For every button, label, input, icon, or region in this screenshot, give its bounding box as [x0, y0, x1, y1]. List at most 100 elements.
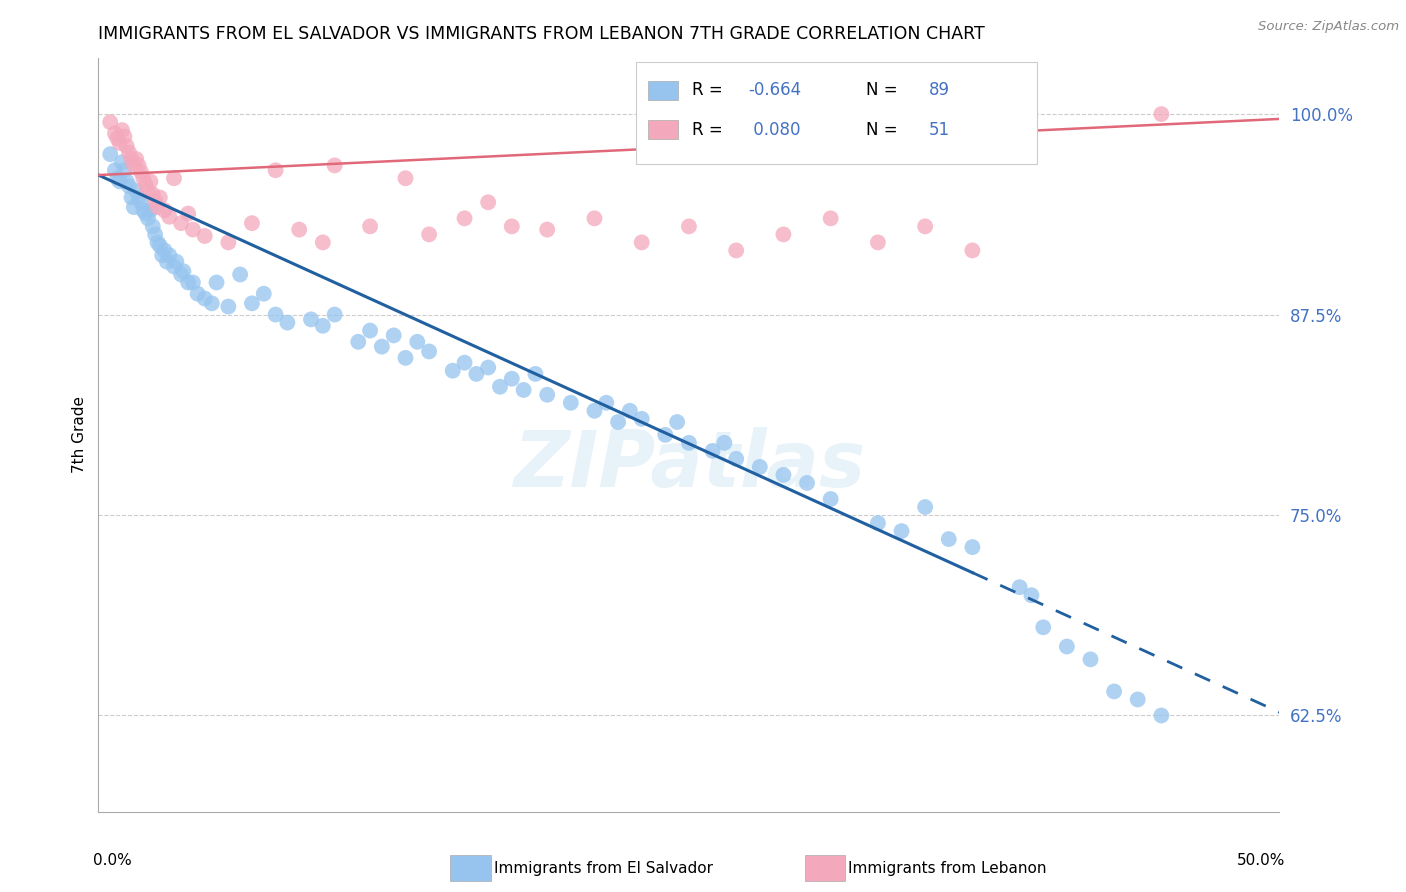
Point: [453, 356, 475, 370]
FancyBboxPatch shape: [648, 120, 678, 139]
Point: [122, 200, 145, 214]
Point: [323, 158, 346, 172]
Text: R =: R =: [693, 120, 728, 138]
Point: [820, 491, 842, 506]
Point: [240, 296, 263, 310]
Point: [418, 344, 440, 359]
Point: [678, 219, 700, 234]
Point: [1126, 692, 1149, 706]
Point: [1032, 620, 1054, 634]
Point: [122, 158, 145, 172]
FancyBboxPatch shape: [648, 80, 678, 100]
Point: [181, 276, 204, 290]
Point: [1021, 588, 1043, 602]
Point: [276, 316, 298, 330]
Point: [678, 435, 700, 450]
Point: [229, 268, 252, 282]
Point: [866, 516, 889, 530]
Point: [217, 300, 239, 314]
Point: [128, 158, 150, 172]
Point: [524, 367, 547, 381]
Point: [866, 235, 889, 250]
Text: Immigrants from El Salvador: Immigrants from El Salvador: [494, 861, 713, 876]
Point: [153, 203, 176, 218]
Point: [139, 203, 162, 218]
Point: [890, 524, 912, 538]
Point: [725, 451, 748, 466]
Point: [172, 264, 194, 278]
Point: [796, 475, 818, 490]
Point: [630, 412, 652, 426]
Point: [157, 248, 180, 262]
Point: [359, 219, 381, 234]
Point: [121, 152, 143, 166]
Point: [299, 312, 322, 326]
Point: [938, 532, 960, 546]
Text: -0.664: -0.664: [748, 81, 801, 99]
Point: [201, 296, 224, 310]
Point: [441, 364, 464, 378]
Point: [654, 427, 676, 442]
Point: [382, 328, 405, 343]
Point: [253, 286, 276, 301]
Point: [630, 235, 652, 250]
Point: [240, 216, 263, 230]
Point: [129, 195, 152, 210]
Point: [115, 139, 138, 153]
Point: [98, 115, 121, 129]
Point: [157, 210, 180, 224]
Point: [112, 163, 135, 178]
Point: [205, 276, 228, 290]
Point: [132, 171, 155, 186]
Point: [146, 200, 169, 214]
Point: [619, 404, 641, 418]
Point: [146, 235, 169, 250]
FancyBboxPatch shape: [804, 855, 845, 881]
Point: [962, 540, 984, 554]
Point: [125, 152, 148, 166]
Point: [371, 340, 394, 354]
Point: [1102, 684, 1125, 698]
Point: [394, 171, 416, 186]
Text: Source: ZipAtlas.com: Source: ZipAtlas.com: [1258, 20, 1399, 33]
Text: 89: 89: [929, 81, 949, 99]
Point: [105, 131, 128, 145]
Text: IMMIGRANTS FROM EL SALVADOR VS IMMIGRANTS FROM LEBANON 7TH GRADE CORRELATION CHA: IMMIGRANTS FROM EL SALVADOR VS IMMIGRANT…: [98, 25, 986, 43]
Y-axis label: 7th Grade: 7th Grade: [72, 396, 87, 474]
Point: [143, 227, 166, 242]
Text: N =: N =: [866, 81, 903, 99]
Point: [914, 219, 936, 234]
Point: [163, 171, 186, 186]
Point: [962, 244, 984, 258]
Point: [187, 286, 209, 301]
Point: [607, 415, 630, 429]
Point: [702, 443, 724, 458]
Point: [536, 222, 558, 236]
Point: [156, 254, 179, 268]
Point: [112, 129, 135, 144]
Point: [163, 260, 186, 274]
Point: [118, 179, 141, 194]
Point: [1056, 640, 1078, 654]
Point: [501, 372, 523, 386]
Point: [477, 195, 499, 210]
Point: [104, 126, 127, 140]
Point: [142, 219, 165, 234]
Point: [108, 174, 131, 188]
Point: [725, 244, 748, 258]
Point: [177, 206, 200, 220]
Point: [135, 206, 157, 220]
Point: [149, 238, 172, 252]
Point: [713, 435, 735, 450]
Point: [149, 190, 172, 204]
Point: [501, 219, 523, 234]
Point: [323, 308, 346, 322]
Point: [132, 203, 155, 218]
Point: [111, 155, 134, 169]
Text: Immigrants from Lebanon: Immigrants from Lebanon: [848, 861, 1047, 876]
Point: [347, 334, 370, 349]
Point: [143, 194, 166, 208]
Text: N =: N =: [866, 120, 903, 138]
Point: [666, 415, 689, 429]
Point: [312, 318, 335, 333]
